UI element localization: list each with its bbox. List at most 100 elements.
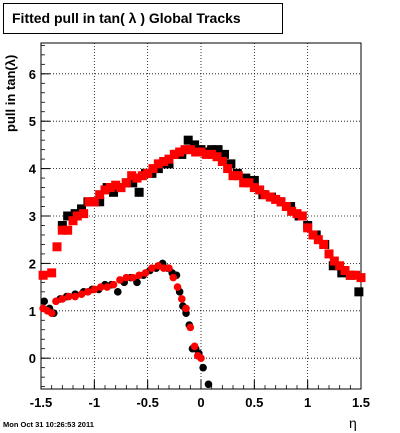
data-point-square <box>249 175 259 185</box>
data-point-square <box>164 154 174 164</box>
data-point-square <box>196 147 206 157</box>
data-point-square <box>63 225 73 235</box>
data-point-circle <box>96 283 105 291</box>
data-point-square <box>143 168 153 178</box>
data-point-square <box>159 156 169 166</box>
chart-title: Fitted pull in tan( λ ) Global Tracks <box>3 3 283 34</box>
data-point-square <box>319 239 329 249</box>
data-point-square <box>276 197 286 207</box>
series-2 <box>38 145 366 283</box>
data-point-square <box>38 270 48 280</box>
data-point-square <box>153 164 163 174</box>
x-tick-label: 0.5 <box>245 395 263 410</box>
data-point-circle <box>197 354 205 362</box>
data-point-square <box>271 194 281 204</box>
data-point-square <box>175 147 185 157</box>
data-point-circle <box>114 288 122 296</box>
data-point-circle <box>169 273 178 282</box>
data-point-circle <box>159 264 168 272</box>
data-point-square <box>335 261 345 271</box>
data-point-square <box>57 220 67 230</box>
data-point-circle <box>40 297 48 306</box>
data-point-square <box>132 173 142 183</box>
data-point-square <box>219 149 229 159</box>
data-point-square <box>226 159 236 169</box>
data-point-square <box>356 273 366 283</box>
data-point-square <box>47 268 57 278</box>
data-point-square <box>351 270 361 280</box>
data-point-square <box>223 164 233 174</box>
y-tick-label: 0 <box>29 351 36 366</box>
data-point-square <box>313 235 323 245</box>
data-point-square <box>121 178 131 188</box>
x-tick-label: 0 <box>197 395 204 410</box>
data-point-circle <box>148 264 156 272</box>
data-point-square <box>324 249 334 259</box>
data-point-square <box>201 149 211 159</box>
data-point-circle <box>122 273 131 282</box>
data-point-square <box>308 230 318 240</box>
data-point-square <box>340 266 350 276</box>
data-point-square <box>153 159 163 169</box>
data-point-square <box>233 171 243 181</box>
data-point-circle <box>116 276 124 284</box>
y-tick-label: 1 <box>29 304 36 319</box>
x-tick-label: -0.5 <box>136 395 158 410</box>
y-axis-label: pull in tan(λ) <box>3 54 18 132</box>
x-tick-label: 1 <box>304 395 311 410</box>
y-tick-label: 6 <box>29 67 36 82</box>
data-point-square <box>244 178 254 188</box>
data-point-circle <box>173 283 182 291</box>
data-point-square <box>190 140 200 150</box>
data-point-square <box>287 206 297 216</box>
data-point-square <box>116 183 126 193</box>
data-points <box>38 135 366 389</box>
x-tick-label: -1 <box>89 395 101 410</box>
data-point-circle <box>47 309 56 317</box>
data-point-square <box>164 159 174 169</box>
axis-ticks: -1.5 -1 -0.5 0 0.5 1 1.5 0 1 2 3 4 5 6 <box>29 44 370 410</box>
grid-lines <box>41 43 361 389</box>
data-point-square <box>128 178 138 188</box>
data-point-circle <box>204 380 213 389</box>
data-point-circle <box>190 342 199 351</box>
data-point-square <box>180 145 190 155</box>
data-point-square <box>281 202 291 212</box>
data-point-circle <box>84 288 92 296</box>
data-point-square <box>100 185 110 195</box>
data-point-square <box>134 187 144 197</box>
data-point-circle <box>71 292 79 301</box>
data-point-square <box>127 171 137 181</box>
data-point-square <box>95 190 105 200</box>
x-tick-label: 1.5 <box>352 395 370 410</box>
series-4 <box>39 261 205 362</box>
data-point-square <box>105 183 115 193</box>
data-point-square <box>354 287 364 297</box>
data-point-square <box>111 180 121 190</box>
y-tick-label: 2 <box>29 256 36 271</box>
data-point-square <box>95 197 105 207</box>
data-point-square <box>191 147 201 157</box>
data-point-square <box>207 149 217 159</box>
data-point-circle <box>103 283 111 291</box>
data-point-square <box>297 211 307 221</box>
data-point-square <box>345 270 355 280</box>
data-point-square <box>185 145 195 155</box>
data-point-square <box>72 211 82 221</box>
data-point-circle <box>186 323 195 332</box>
data-point-circle <box>58 295 67 303</box>
data-point-circle <box>52 297 60 306</box>
data-point-square <box>239 178 249 188</box>
y-tick-label: 4 <box>29 162 37 177</box>
data-point-square <box>207 145 217 155</box>
timestamp: Mon Oct 31 10:26:53 2011 <box>3 420 94 429</box>
data-point-square <box>79 209 89 219</box>
data-point-square <box>329 256 339 266</box>
data-point-square <box>169 149 179 159</box>
data-point-circle <box>178 295 186 303</box>
data-point-square <box>57 225 67 235</box>
data-point-square <box>68 216 78 226</box>
data-point-square <box>183 135 193 145</box>
data-point-square <box>260 190 270 200</box>
